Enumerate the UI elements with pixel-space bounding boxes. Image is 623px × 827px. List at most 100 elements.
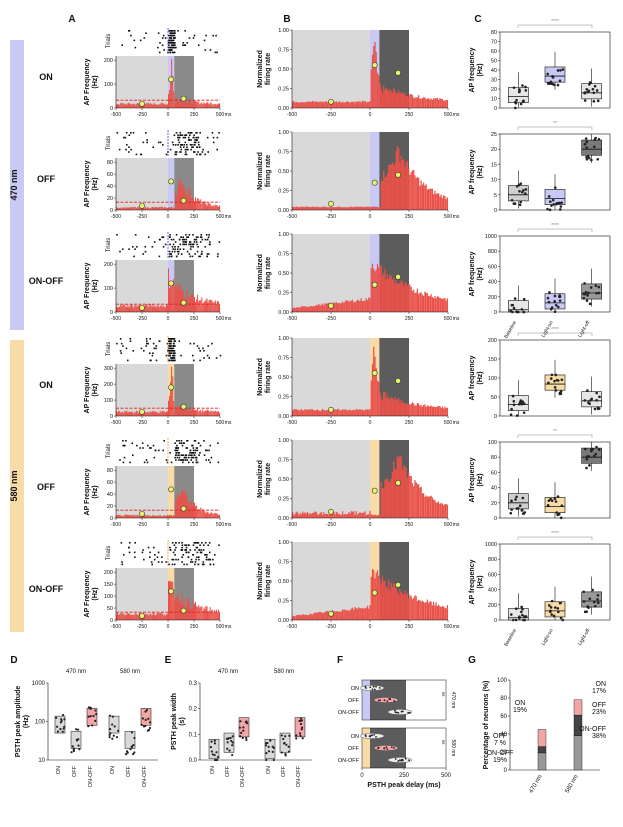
trials-label: Trials bbox=[106, 444, 112, 458]
axis-label-rate: firing rate bbox=[265, 257, 272, 289]
psth-bar bbox=[146, 304, 148, 312]
psth-bar bbox=[138, 207, 140, 210]
data-dot bbox=[553, 186, 557, 189]
psth-bar bbox=[170, 515, 172, 518]
raster-tick bbox=[195, 241, 198, 243]
x-tick-label: 500 bbox=[216, 316, 225, 322]
psth-bar bbox=[190, 411, 192, 416]
psth-bar bbox=[174, 287, 176, 312]
psth-bar bbox=[134, 613, 136, 620]
box bbox=[581, 139, 602, 156]
category-label: Light-off bbox=[577, 627, 591, 646]
data-dot bbox=[597, 285, 601, 289]
psth-bar bbox=[148, 307, 150, 312]
data-dot bbox=[550, 306, 554, 309]
baseline-shade-b bbox=[292, 30, 370, 108]
norm-bar bbox=[418, 484, 420, 518]
axis-label-norm: Normalized bbox=[257, 460, 264, 498]
psth-bar bbox=[202, 610, 204, 620]
raster-tick bbox=[205, 554, 207, 556]
raster-tick bbox=[149, 352, 151, 354]
norm-bar bbox=[383, 488, 385, 518]
sig-label: **** bbox=[551, 531, 559, 537]
norm-bar bbox=[341, 207, 344, 210]
psth-bar bbox=[148, 514, 150, 518]
raster-tick bbox=[158, 141, 160, 144]
psth-bar bbox=[149, 516, 151, 518]
psth-bar bbox=[170, 207, 172, 210]
norm-bar bbox=[329, 409, 331, 416]
psth-bar bbox=[174, 103, 176, 108]
data-dot bbox=[583, 399, 587, 402]
data-dot bbox=[509, 413, 513, 416]
data-dot bbox=[595, 445, 598, 449]
raster-tick bbox=[178, 459, 180, 461]
data-dot bbox=[550, 613, 553, 616]
norm-bar bbox=[335, 611, 337, 620]
data-dot bbox=[512, 403, 516, 407]
raster-tick bbox=[207, 345, 209, 347]
f-dot bbox=[373, 733, 375, 736]
norm-bar bbox=[426, 189, 429, 210]
norm-bar bbox=[340, 303, 342, 312]
y-tick-label-b: 0.25 bbox=[278, 497, 289, 503]
raster-tick bbox=[136, 444, 138, 447]
y-tick-label: 200 bbox=[104, 58, 113, 64]
psth-bar bbox=[117, 612, 119, 620]
psth-bar bbox=[188, 504, 190, 518]
raster-tick bbox=[208, 551, 211, 554]
psth-bar bbox=[129, 411, 131, 416]
norm-bar bbox=[443, 195, 445, 210]
norm-bar bbox=[309, 409, 311, 416]
baseline-shade bbox=[116, 260, 168, 312]
raster-tick bbox=[174, 248, 176, 250]
psth-bar bbox=[188, 407, 190, 416]
data-dot bbox=[556, 305, 560, 309]
y-tick-label-b: 1.00 bbox=[278, 130, 289, 136]
norm-bar bbox=[363, 301, 365, 312]
marker-dot bbox=[168, 588, 175, 595]
psth-bar bbox=[161, 411, 163, 416]
raster-tick bbox=[134, 234, 137, 236]
norm-bar bbox=[360, 206, 362, 210]
raster-tick bbox=[164, 37, 167, 39]
raster-tick bbox=[191, 454, 193, 456]
raster-tick bbox=[196, 556, 198, 558]
norm-bar bbox=[298, 307, 300, 312]
raster-tick bbox=[219, 354, 222, 357]
norm-bar bbox=[436, 97, 439, 108]
psth-bar bbox=[152, 410, 154, 416]
norm-bar bbox=[439, 504, 441, 518]
unit-ms: ms bbox=[225, 112, 232, 118]
g-y-tick-label: 100 bbox=[497, 678, 508, 684]
raster-tick bbox=[205, 556, 208, 558]
psth-bar bbox=[219, 205, 221, 210]
norm-bar bbox=[385, 479, 387, 518]
raster-tick bbox=[189, 248, 192, 250]
psth-bar bbox=[188, 602, 190, 620]
data-dot bbox=[515, 414, 519, 417]
norm-bar bbox=[431, 497, 434, 518]
raster-tick bbox=[184, 549, 186, 551]
raster-tick bbox=[168, 46, 170, 49]
psth-bar bbox=[177, 187, 179, 210]
psth-bar bbox=[167, 514, 169, 518]
raster-tick bbox=[199, 359, 201, 362]
data-dot bbox=[596, 598, 599, 601]
raster-tick bbox=[199, 241, 202, 243]
norm-bar bbox=[391, 92, 394, 108]
norm-bar bbox=[433, 98, 435, 108]
y-tick-label: 200 bbox=[104, 262, 113, 268]
y-tick-label-b: 0.50 bbox=[278, 375, 289, 381]
norm-bar bbox=[379, 207, 381, 210]
psth-bar bbox=[133, 207, 135, 210]
e-y-tick-label: 0.1 bbox=[189, 732, 198, 738]
raster-tick bbox=[207, 544, 209, 546]
norm-bar bbox=[341, 511, 344, 518]
norm-bar bbox=[388, 482, 390, 518]
norm-bar bbox=[339, 514, 341, 518]
psth-bar bbox=[164, 412, 166, 416]
psth-bar bbox=[147, 305, 149, 312]
norm-bar bbox=[378, 75, 380, 108]
norm-bar bbox=[439, 196, 441, 210]
